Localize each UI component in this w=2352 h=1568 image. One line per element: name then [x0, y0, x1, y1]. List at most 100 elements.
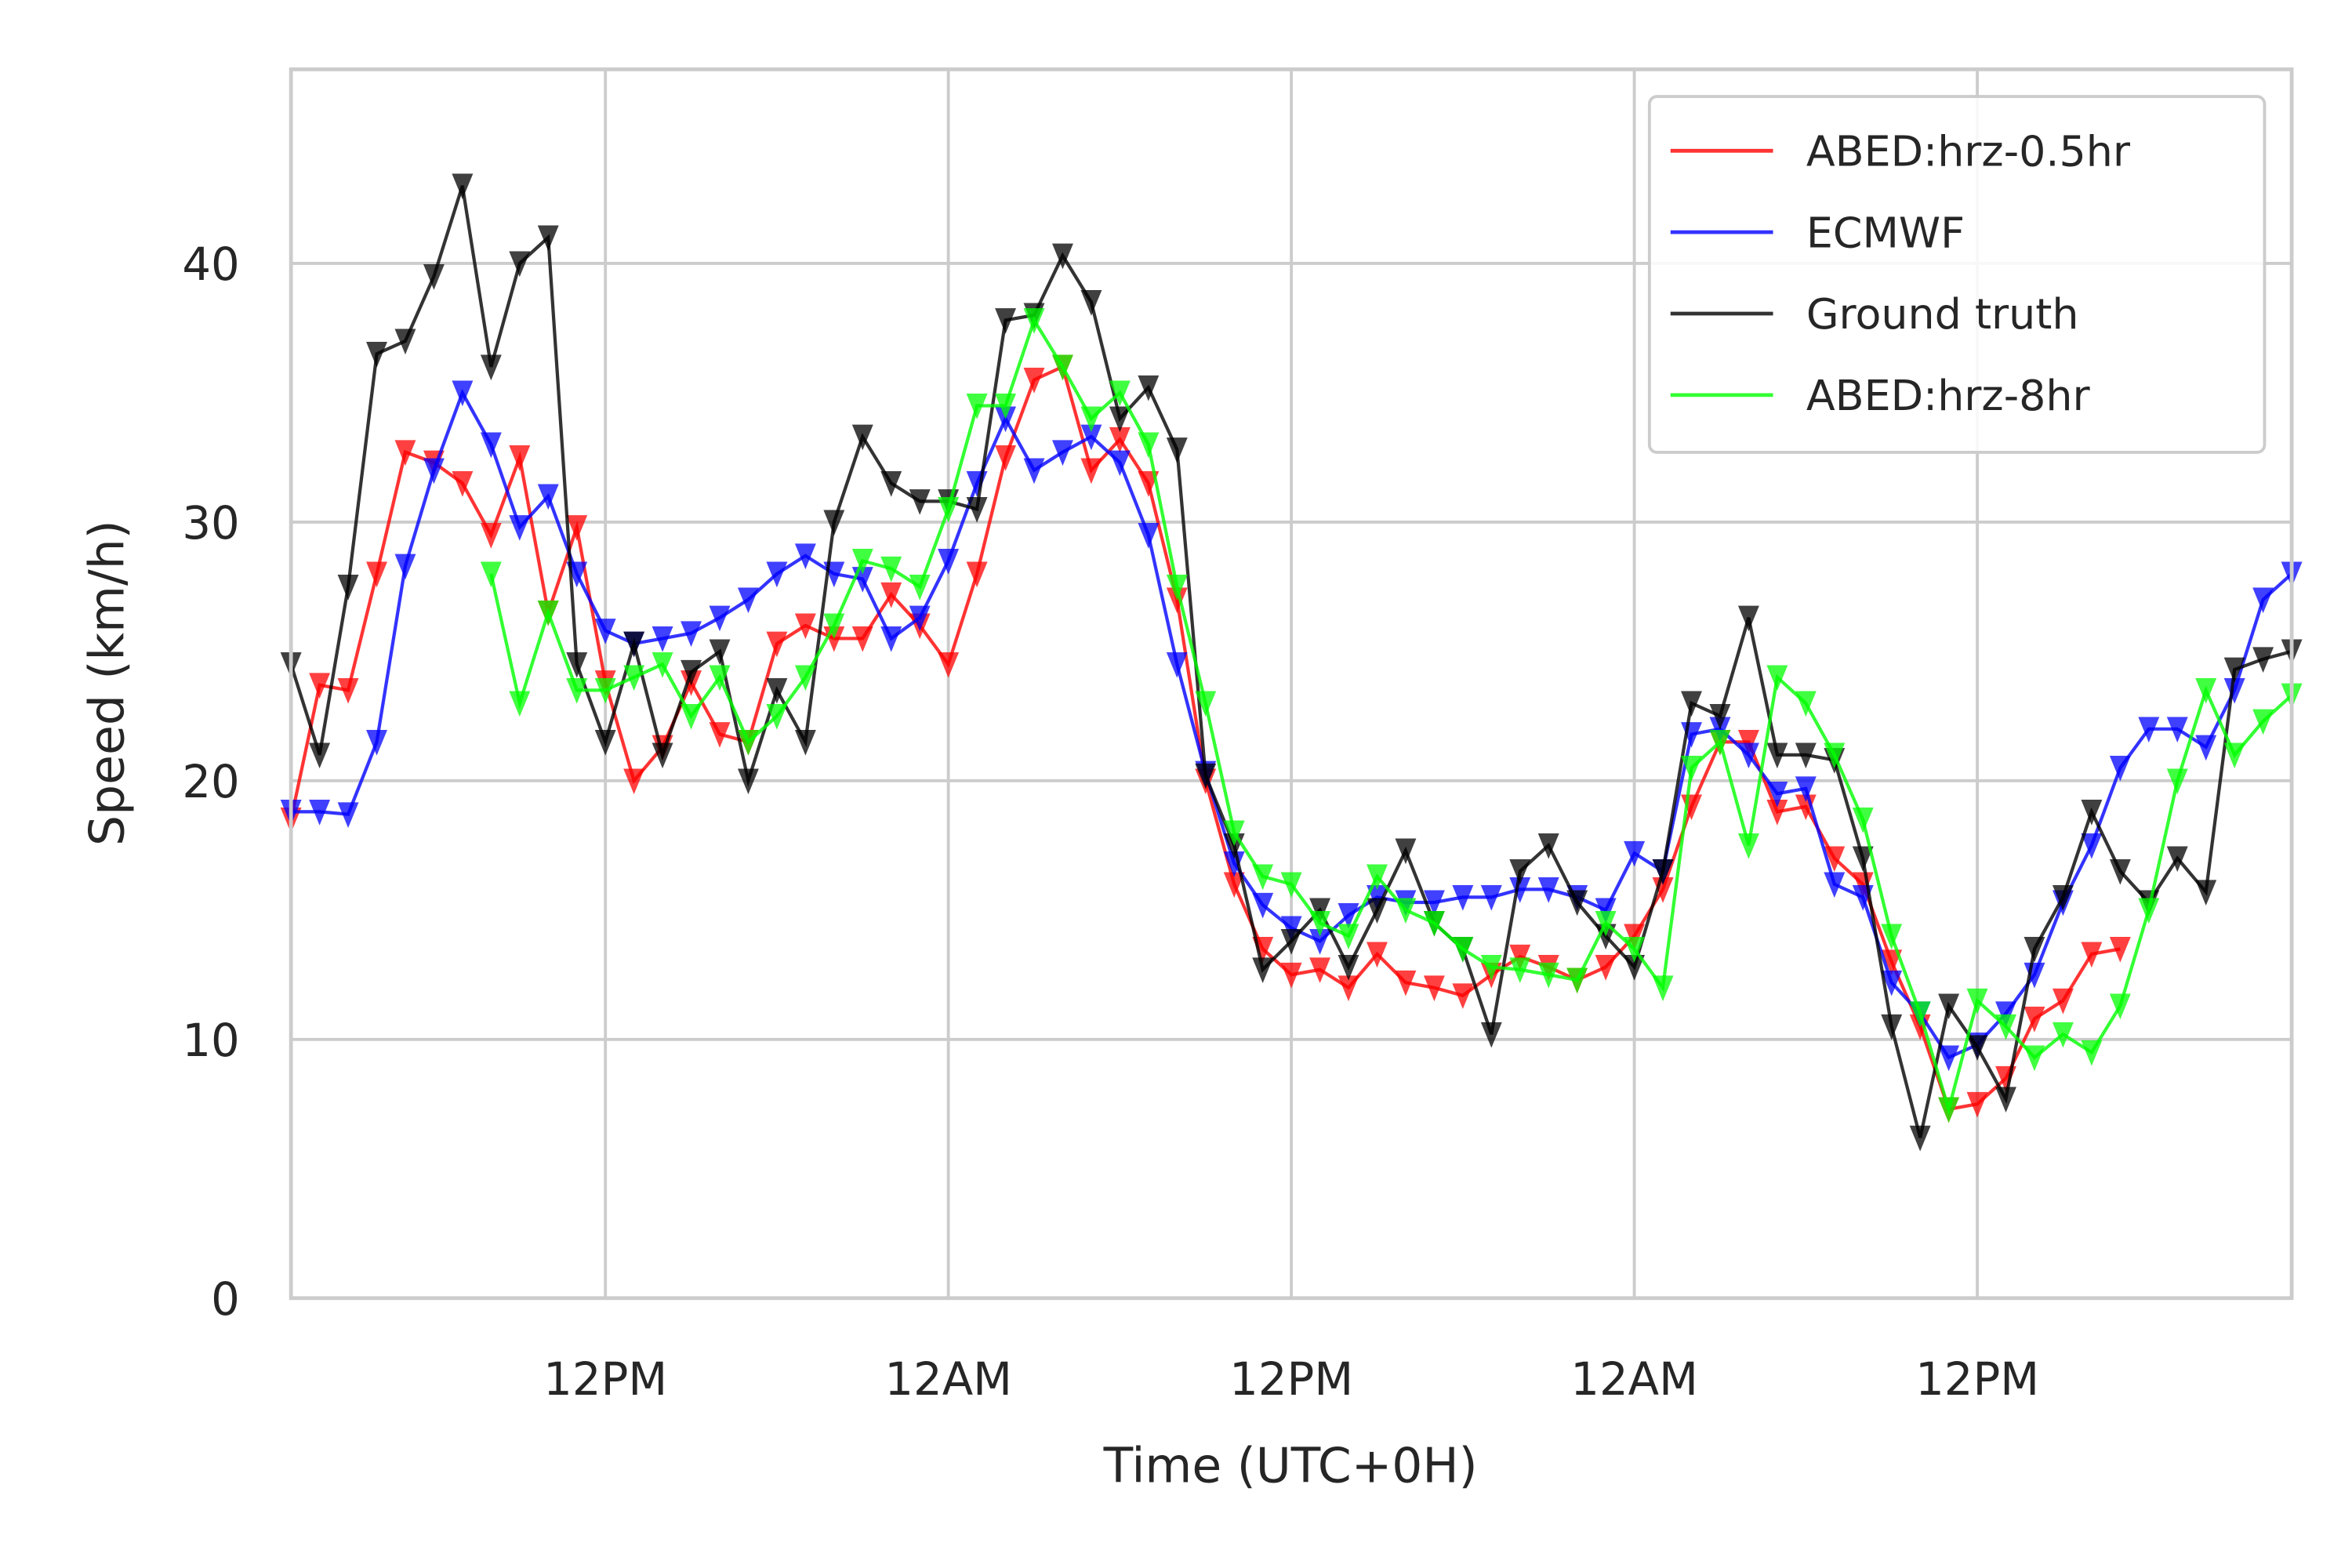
series-marker	[1995, 1014, 2016, 1040]
series-marker	[509, 251, 531, 278]
series-marker	[995, 445, 1017, 471]
series-marker	[1080, 424, 1102, 451]
series-marker	[509, 515, 531, 541]
series-marker	[909, 605, 931, 632]
series-marker	[1737, 605, 1759, 632]
series-marker	[1338, 955, 1359, 981]
series-marker	[537, 225, 559, 252]
series-marker	[1223, 851, 1245, 877]
series-marker	[652, 626, 673, 652]
series-marker	[1766, 781, 1788, 808]
series-marker	[1280, 872, 1302, 898]
series-marker	[1109, 380, 1131, 407]
series-marker	[1509, 944, 1531, 971]
series-marker	[1824, 742, 1846, 769]
series-marker	[766, 703, 788, 730]
series-marker	[1280, 916, 1302, 942]
series-marker	[2081, 942, 2103, 968]
series-marker	[1624, 955, 1646, 981]
series-marker	[1938, 1097, 1960, 1123]
series-marker	[794, 543, 816, 570]
y-tick-label: 40	[182, 238, 239, 291]
series-marker	[1881, 970, 1903, 996]
series-line	[489, 316, 2293, 1116]
series-marker	[480, 432, 502, 459]
series-marker	[394, 328, 416, 355]
series-marker	[2052, 988, 2074, 1014]
series-marker	[1852, 846, 1874, 873]
series-marker	[966, 497, 988, 523]
series-marker	[1423, 890, 1445, 916]
series-marker	[737, 587, 759, 614]
series-marker	[1537, 962, 1559, 989]
series-marker	[1509, 877, 1531, 903]
series-marker	[1509, 858, 1531, 885]
series-marker	[1452, 936, 1474, 963]
y-tick-label: 10	[182, 1014, 239, 1067]
legend-label: ECMWF	[1806, 208, 1965, 257]
series-marker	[623, 631, 645, 658]
legend-box	[1647, 95, 2267, 454]
series-marker	[1138, 375, 1160, 401]
series-marker	[509, 445, 531, 471]
series-marker	[709, 722, 731, 748]
series-marker	[1709, 703, 1731, 730]
x-axis-label: Time (UTC+0H)	[1103, 1437, 1478, 1494]
series-marker	[1852, 872, 1874, 898]
series-marker	[652, 742, 673, 769]
x-tick-label: 12PM	[1229, 1352, 1353, 1406]
series-marker	[1938, 993, 1960, 1020]
series-marker	[880, 626, 902, 652]
series-marker	[851, 626, 873, 652]
series-marker	[452, 380, 474, 407]
series-marker	[337, 677, 359, 704]
series-marker	[995, 394, 1017, 419]
series-marker	[1652, 975, 1674, 1002]
x-tick-label: 12PM	[543, 1352, 667, 1406]
series-marker	[2081, 1040, 2103, 1066]
series-marker	[1309, 957, 1331, 984]
series-marker	[1624, 924, 1646, 950]
series-marker	[1166, 437, 1188, 463]
series-marker	[2109, 755, 2131, 782]
series-marker	[1195, 691, 1217, 717]
series-marker	[394, 554, 416, 580]
series-marker	[394, 440, 416, 466]
series-marker	[309, 800, 331, 826]
series-marker	[594, 619, 616, 644]
series-marker	[1367, 864, 1388, 891]
series-marker	[1367, 942, 1388, 968]
series-marker	[823, 613, 845, 640]
y-tick-label: 20	[182, 755, 239, 808]
series-marker	[309, 742, 331, 769]
series-marker	[2252, 709, 2274, 735]
series-marker	[1995, 1087, 2016, 1113]
series-marker	[1423, 975, 1445, 1002]
series-marker	[1395, 838, 1417, 865]
series-marker	[1624, 840, 1646, 867]
series-marker	[1881, 1014, 1903, 1040]
series-marker	[2138, 717, 2160, 743]
series-marker	[537, 484, 559, 510]
series-marker	[1766, 742, 1788, 769]
series-marker	[452, 471, 474, 497]
series-marker	[2024, 1007, 2045, 1033]
series-marker	[2081, 833, 2103, 859]
series-marker	[337, 574, 359, 601]
series-marker	[1423, 910, 1445, 937]
legend-label: ABED:hrz-8hr	[1806, 371, 2091, 420]
series-marker	[1737, 742, 1759, 769]
series-marker	[995, 308, 1017, 334]
series-marker	[594, 729, 616, 756]
series-marker	[709, 665, 731, 691]
series-marker	[623, 665, 645, 691]
series-marker	[1537, 833, 1559, 859]
series-marker	[1338, 975, 1359, 1002]
series-marker	[1966, 988, 1988, 1014]
series-marker	[794, 665, 816, 691]
series-marker	[1166, 652, 1188, 678]
series-marker	[566, 515, 588, 541]
series-marker	[1595, 910, 1617, 937]
legend-label: ABED:hrz-0.5hr	[1806, 127, 2131, 176]
